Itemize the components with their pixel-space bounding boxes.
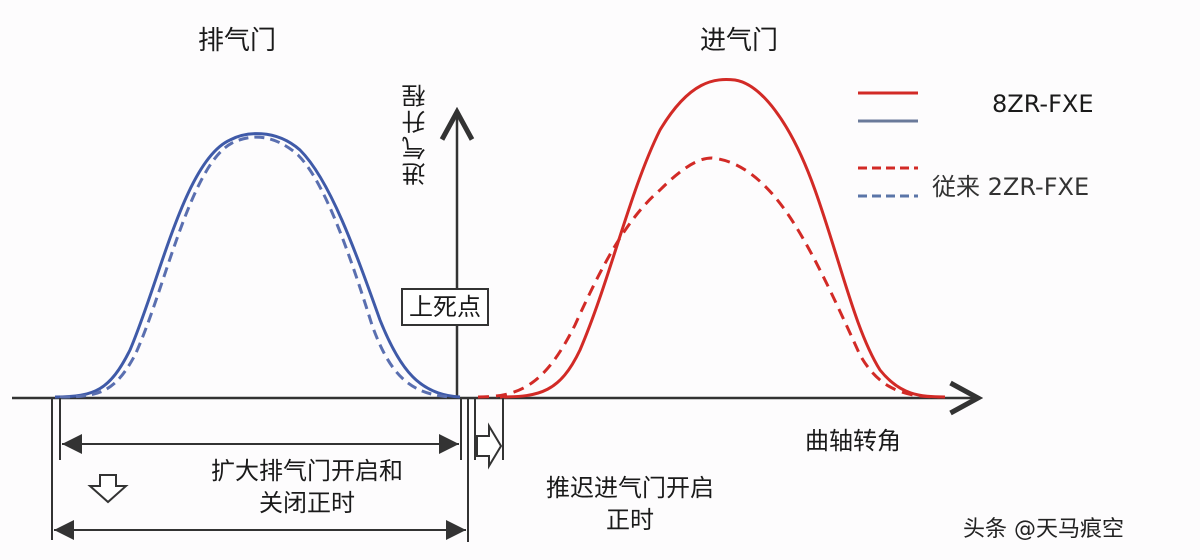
legend-new-label: 8ZR-FXE [992,90,1094,118]
exhaust-curve-old [59,135,451,399]
delay-right-arrow-icon [476,422,503,470]
exhaust-curve-new [54,132,461,399]
x-axis-label: 曲轴转角 [805,427,901,455]
intake-valve-title: 进气门 [700,26,779,56]
legend-old-label: 従来 2ZR-FXE [932,173,1090,201]
tdc-label: 上死点 [401,288,489,326]
expand-down-arrow-icon [87,474,129,504]
intake-timing-line2: 正时 [606,506,654,534]
intake-timing-note: 推迟进气门开启 正时 [515,472,745,536]
exhaust-timing-line2: 关闭正时 [259,489,355,517]
exhaust-timing-line1: 扩大排气门开启和 [211,457,403,485]
exhaust-timing-note: 扩大排气门开启和 关闭正时 [172,455,442,519]
intake-timing-line1: 推迟进气门开启 [546,474,714,502]
exhaust-valve-title: 排气门 [198,26,277,56]
watermark: 头条 @天马痕空 [963,517,1124,542]
intake-curve-old [477,156,941,399]
y-axis-label: 进气升程 [402,82,430,186]
intake-curve-new [499,78,946,399]
